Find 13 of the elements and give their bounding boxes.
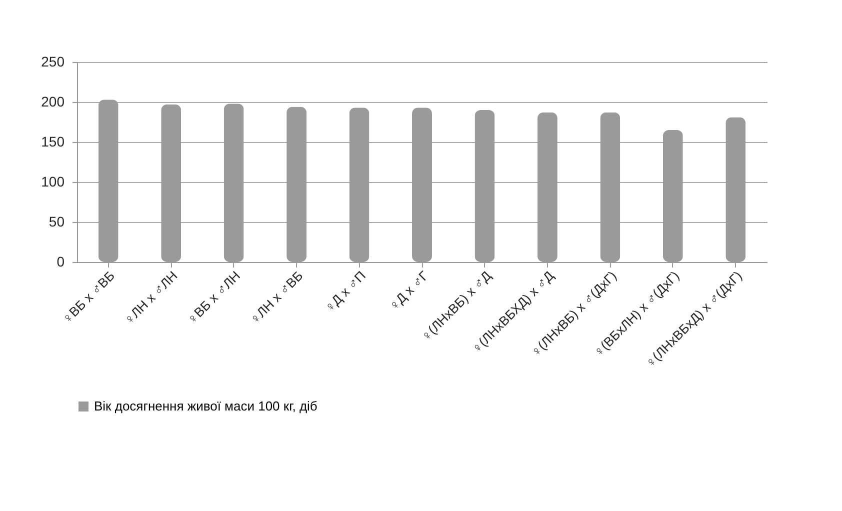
y-tick-label: 0 [56, 254, 65, 270]
x-tick-label: ♀ЛН х ♂ВБ [246, 268, 306, 328]
x-tick-label: ♀ЛН х ♂ЛН [120, 268, 180, 328]
x-tick-label: ♀Д х ♂П [322, 268, 368, 316]
y-tick-label: 50 [48, 214, 65, 230]
y-tick-label: 100 [41, 174, 65, 190]
legend-label: Вік досягнення живої маси 100 кг, діб [94, 398, 318, 414]
y-tick-label: 250 [41, 54, 65, 70]
y-tick-label: 150 [41, 134, 65, 150]
x-tick-label: ♀ВБ х ♂ВБ [59, 268, 118, 327]
y-tick-label: 200 [41, 94, 65, 110]
x-tick-label: ♀Д х ♂Г [386, 268, 432, 314]
x-tick-label: ♀ВБ х ♂ЛН [184, 268, 244, 328]
